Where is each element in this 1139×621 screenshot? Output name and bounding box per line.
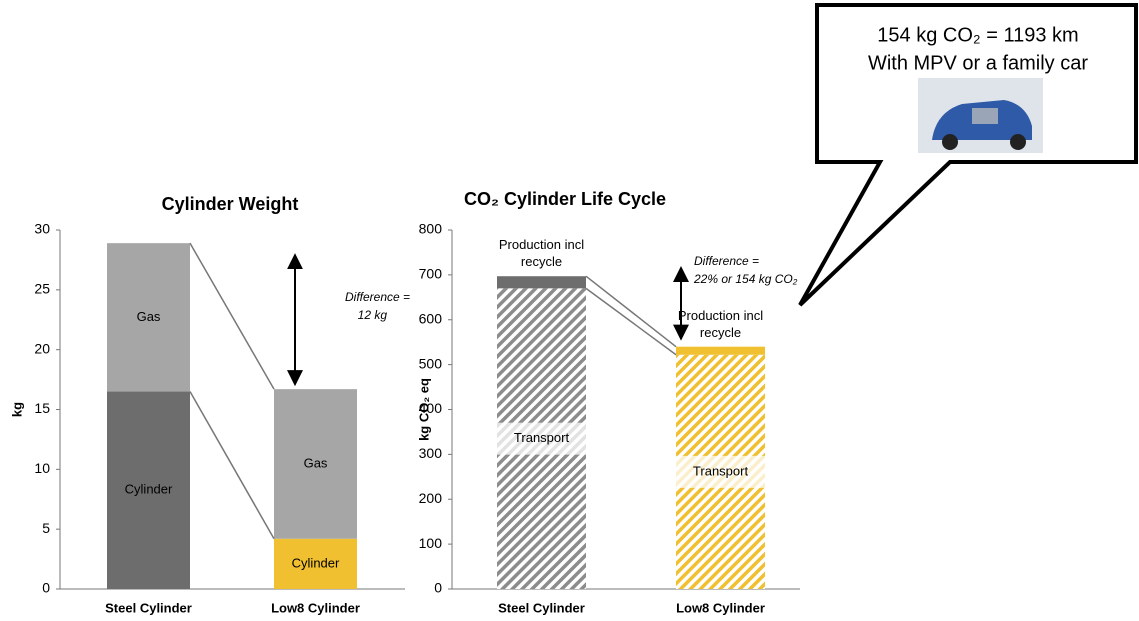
y-tick-label: 800 [419, 221, 443, 237]
callout-text: 154 kg CO₂ = 1193 km [877, 24, 1078, 46]
annotation: 22% or 154 kg CO₂ [693, 272, 798, 286]
x-tick-label: Low8 Cylinder [271, 600, 360, 615]
y-tick-label: 100 [419, 535, 443, 551]
y-tick-label: 30 [34, 221, 50, 237]
x-tick-label: Steel Cylinder [498, 600, 585, 615]
segment-label: Production incl recycle [676, 307, 766, 341]
y-tick-label: 700 [419, 266, 443, 282]
connector [586, 276, 676, 346]
y-tick-label: 500 [419, 355, 443, 371]
y-tick-label: 25 [34, 281, 50, 297]
x-tick-label: Low8 Cylinder [676, 600, 765, 615]
connector [586, 288, 676, 354]
callout-box [800, 5, 1136, 305]
chart-title: CO₂ Cylinder Life Cycle [464, 189, 666, 209]
segment-label: Transport [514, 430, 570, 445]
segment-label: Cylinder [292, 555, 340, 570]
x-tick-label: Steel Cylinder [105, 600, 192, 615]
y-axis-label: kg [9, 402, 24, 417]
y-tick-label: 0 [42, 580, 50, 596]
page: Cylinder Weight kg 0 5 10 15 20 25 30 Steel Cylin… [0, 0, 1139, 621]
annotation: 12 kg [358, 308, 388, 322]
segment-label: Gas [137, 309, 161, 324]
y-tick-label: 400 [419, 400, 443, 416]
annotation: Difference = [694, 254, 759, 268]
segment-label: Production incl recycle [497, 236, 587, 270]
y-tick-label: 15 [34, 400, 50, 416]
segment-label: Gas [304, 455, 328, 470]
y-tick-label: 10 [34, 460, 50, 476]
y-tick-label: 5 [42, 520, 50, 536]
y-tick-label: 0 [434, 580, 442, 596]
car-image [918, 78, 1043, 153]
connector [190, 392, 274, 539]
chart-title: Cylinder Weight [162, 194, 299, 214]
connector [190, 243, 274, 389]
chart: Cylinder Weight kg 0 5 10 15 20 25 30 Steel Cylin… [0, 0, 1139, 621]
annotation: Difference = [345, 290, 410, 304]
y-tick-label: 200 [419, 490, 443, 506]
bar-segment [497, 276, 586, 288]
segment-label: Transport [693, 463, 749, 478]
y-tick-label: 600 [419, 310, 443, 326]
y-tick-label: 300 [419, 445, 443, 461]
segment-label: Cylinder [125, 482, 173, 497]
y-tick-label: 20 [34, 340, 50, 356]
callout-text: With MPV or a family car [868, 52, 1088, 74]
bar-segment [676, 347, 765, 355]
